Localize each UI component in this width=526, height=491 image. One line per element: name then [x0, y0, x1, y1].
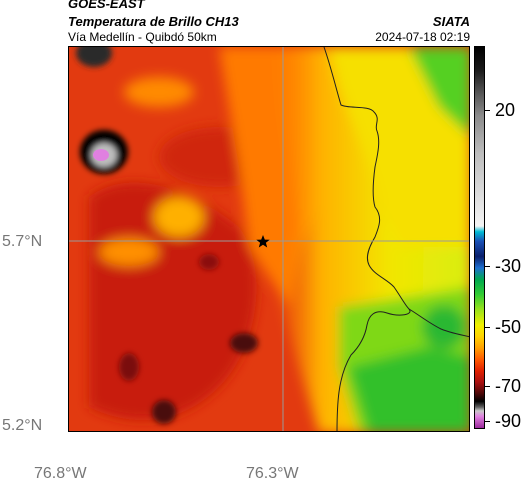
- datetime-label: 2024-07-18 02:19: [375, 30, 470, 44]
- colorbar-label: -50: [495, 317, 522, 337]
- colorbar-label: -30: [495, 256, 522, 276]
- border-branch: [408, 308, 469, 338]
- coldest-cell: [93, 149, 109, 161]
- colorbar-label: -90: [495, 411, 522, 431]
- colorbar-label: -70: [495, 376, 522, 396]
- colorbar-tick: [485, 110, 490, 111]
- header-left: GOES-EAST Temperatura de Brillo CH13 Vía…: [68, 0, 368, 44]
- colorbar-label: 20: [495, 100, 516, 120]
- colorbar: [474, 46, 485, 429]
- colorbar-tick: [485, 421, 490, 422]
- temperature-field: [89, 47, 469, 431]
- colorbar-tick: [485, 266, 490, 267]
- lat-tick-label: 5.7°N: [2, 233, 43, 250]
- route-subtitle: Vía Medellín - Quibdó 50km: [68, 30, 217, 44]
- lat-tick-label: 5.2°N: [2, 417, 43, 434]
- cold-cloud-cells: [76, 47, 258, 424]
- map-canvas: [69, 47, 469, 431]
- product-title: Temperatura de Brillo CH13: [68, 14, 239, 29]
- lon-tick-label: 76.8°W: [34, 465, 87, 482]
- colorbar-tick: [485, 327, 490, 328]
- lon-tick-label: 76.3°W: [246, 465, 299, 482]
- star-marker-icon: [256, 235, 270, 248]
- org-label: SIATA: [432, 14, 470, 29]
- header-right: SIATA 2024-07-18 02:19: [250, 0, 470, 44]
- satellite-map[interactable]: [68, 46, 470, 432]
- department-border: [323, 47, 411, 431]
- satellite-title: GOES-EAST: [68, 0, 145, 11]
- colorbar-tick: [485, 386, 490, 387]
